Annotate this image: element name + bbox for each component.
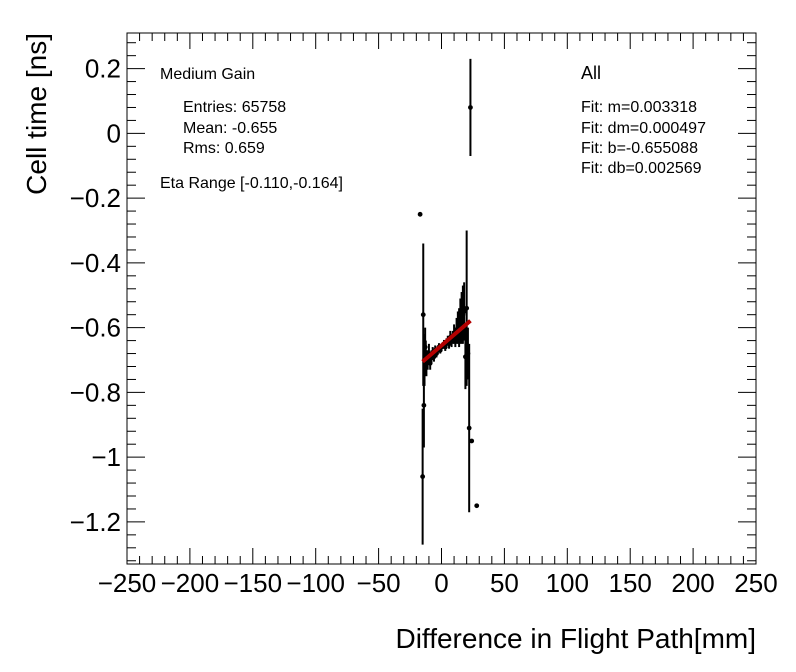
data-point: [417, 211, 423, 217]
y-tick-label: −0.2: [70, 183, 121, 213]
y-axis-title: Cell time [ns]: [21, 33, 52, 195]
mean-label: Mean: -0.655: [183, 120, 277, 137]
entries-label: Entries: 65758: [183, 99, 286, 116]
y-tick-label: 0: [107, 118, 121, 148]
x-tick-label: −150: [224, 568, 283, 598]
rms-label: Rms: 0.659: [183, 140, 265, 157]
x-tick-label: −100: [286, 568, 345, 598]
fit-line: [421, 319, 472, 364]
fit-dm-label: Fit: dm=0.000497: [581, 120, 706, 137]
data-point: [420, 312, 426, 318]
y-tick-label: −1.2: [70, 507, 121, 537]
y-tick-label: −0.8: [70, 377, 121, 407]
data-point: [431, 354, 437, 360]
x-tick-label: 200: [671, 568, 714, 598]
y-tick-label: 0.2: [85, 54, 121, 84]
data-point: [474, 503, 480, 509]
data-point: [420, 474, 426, 479]
y-axis-ticks: [127, 42, 756, 562]
gain-label: Medium Gain: [160, 66, 255, 83]
x-axis-title: Difference in Flight Path[mm]: [395, 623, 756, 654]
data-point: [466, 425, 472, 431]
x-axis-ticks: [126, 33, 757, 564]
data-points: [417, 58, 480, 545]
data-point: [464, 305, 470, 311]
x-tick-label: 150: [609, 568, 652, 598]
data-point: [469, 438, 475, 444]
x-tick-label: 0: [434, 568, 448, 598]
data-point: [421, 402, 427, 408]
x-tick-label: −200: [161, 568, 220, 598]
y-tick-label: −0.4: [70, 248, 121, 278]
x-tick-label: −50: [357, 568, 401, 598]
selection-label: All: [581, 63, 601, 83]
y-tick-label: −0.6: [70, 313, 121, 343]
fit-db-label: Fit: db=0.002569: [581, 160, 702, 177]
x-tick-label: 100: [546, 568, 589, 598]
data-point: [461, 309, 467, 314]
x-axis-tick-labels: −250 −200 −150 −100 −50 0 50 100 150 200 250: [98, 568, 778, 598]
x-tick-label: 50: [490, 568, 519, 598]
data-point: [468, 105, 473, 110]
eta-range-label: Eta Range [-0.110,-0.164]: [160, 175, 343, 192]
x-tick-label: −250: [98, 568, 157, 598]
y-axis-tick-labels: 0.2 0 −0.2 −0.4 −0.6 −0.8 −1 −1.2: [70, 54, 121, 537]
fit-b-label: Fit: b=-0.655088: [581, 140, 698, 157]
y-tick-label: −1: [91, 442, 121, 472]
fit-m-label: Fit: m=0.003318: [581, 99, 697, 116]
x-tick-label: 250: [734, 568, 777, 598]
